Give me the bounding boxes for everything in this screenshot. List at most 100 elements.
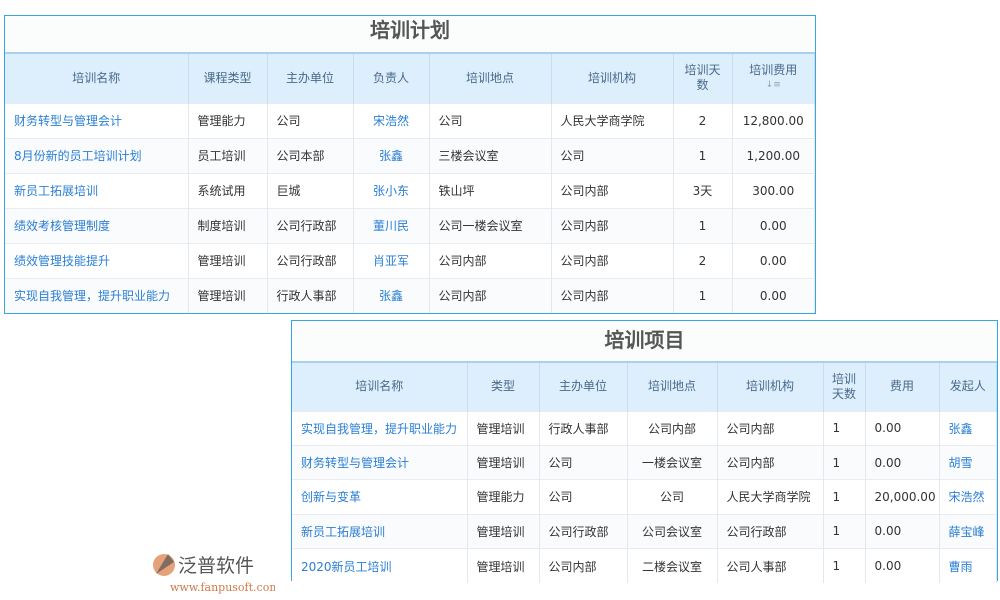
column-header[interactable]: 主办单位 — [539, 361, 628, 411]
table-cell: 1 — [823, 513, 866, 549]
column-header[interactable]: 培训地点 — [627, 361, 718, 411]
column-header[interactable]: 培训名称 — [292, 361, 468, 411]
table-cell: 1 — [673, 137, 733, 173]
table-cell: 系统试用 — [188, 172, 268, 208]
column-header-label: 费用 — [889, 379, 914, 394]
table-cell: 公司内部 — [717, 444, 824, 480]
sort-icon[interactable]: ↓≡ — [765, 80, 781, 91]
column-header[interactable]: 培训天数 — [823, 361, 866, 411]
column-header[interactable]: 主办单位 — [267, 52, 354, 103]
column-header-label: 培训地点 — [465, 70, 514, 85]
watermark-brand: 泛普软件 — [178, 555, 254, 577]
cell-link[interactable]: 肖亚军 — [353, 242, 430, 278]
table-row[interactable]: 创新与变革 管理能力 公司 公司 人民大学商学院 1 20,000.00 宋浩然 — [292, 479, 997, 515]
table-cell: 0.00 — [865, 513, 940, 549]
table-row[interactable]: 实现自我管理，提升职业能力 管理培训 行政人事部 张鑫 公司内部 公司内部 1 0.00 — [5, 277, 815, 313]
table-cell: 行政人事部 — [539, 410, 628, 446]
cell-link[interactable]: 薛宝峰 — [939, 513, 997, 549]
table-cell: 管理培训 — [188, 242, 268, 278]
table-row[interactable]: 财务转型与管理会计 管理能力 公司 宋浩然 公司 人民大学商学院 2 12,800.00 — [5, 102, 815, 138]
table-cell: 公司 — [551, 137, 674, 173]
cell-link[interactable]: 张鑫 — [353, 137, 430, 173]
table-cell: 1,200.00 — [732, 137, 815, 173]
cell-link[interactable]: 绩效考核管理制度 — [5, 207, 189, 243]
cell-link[interactable]: 张小东 — [353, 172, 430, 208]
table-cell: 三楼会议室 — [429, 137, 552, 173]
cell-link[interactable]: 新员工拓展培训 — [5, 172, 189, 208]
table-cell: 公司内部 — [551, 207, 674, 243]
table-cell: 管理能力 — [188, 102, 268, 138]
table-cell: 300.00 — [732, 172, 815, 208]
cell-link[interactable]: 绩效管理技能提升 — [5, 242, 189, 278]
cell-link[interactable]: 胡雪 — [939, 444, 997, 480]
cell-link[interactable]: 张鑫 — [353, 277, 430, 313]
panel-title: 培训计划 — [370, 18, 450, 42]
column-header-label: 培训机构 — [587, 70, 636, 85]
column-header[interactable]: 类型 — [467, 361, 540, 411]
training-plan-panel: 培训计划 培训名称 课程类型 主办单位 负责人 培训地点 培训机构 培训天数 培训费用 ↓≡ 财… — [4, 15, 816, 314]
table-row[interactable]: 新员工拓展培训 管理培训 公司行政部 公司会议室 公司行政部 1 0.00 薛宝峰 — [292, 513, 997, 549]
table-row[interactable]: 绩效考核管理制度 制度培训 公司行政部 董川民 公司一楼会议室 公司内部 1 0.00 — [5, 207, 815, 243]
cell-link[interactable]: 实现自我管理，提升职业能力 — [5, 277, 189, 313]
training-plan-table: 培训名称 课程类型 主办单位 负责人 培训地点 培训机构 培训天数 培训费用 ↓≡ 财务转型与管… — [5, 52, 815, 313]
table-cell: 公司 — [539, 444, 628, 480]
column-header-label: 培训机构 — [745, 379, 794, 394]
table-cell: 0.00 — [865, 444, 940, 480]
column-header[interactable]: 课程类型 — [188, 52, 268, 103]
table-row[interactable]: 财务转型与管理会计 管理培训 公司 一楼会议室 公司内部 1 0.00 胡雪 — [292, 444, 997, 480]
table-cell: 1 — [673, 277, 733, 313]
column-header[interactable]: 发起人 — [939, 361, 997, 411]
table-cell: 管理培训 — [188, 277, 268, 313]
watermark-url: www.fanpusoft.com — [170, 581, 275, 594]
column-header[interactable]: 培训机构 — [551, 52, 674, 103]
table-cell: 公司内部 — [717, 410, 824, 446]
column-header[interactable]: 培训机构 — [717, 361, 824, 411]
column-header[interactable]: 费用 — [865, 361, 940, 411]
table-cell: 公司 — [539, 479, 628, 515]
cell-link[interactable]: 曹雨 — [939, 548, 997, 583]
table-cell: 行政人事部 — [267, 277, 354, 313]
column-header-label: 课程类型 — [203, 70, 252, 85]
fanpusoft-watermark-logo: 泛普软件 www.fanpusoft.com — [153, 554, 275, 594]
column-header-label: 培训天数 — [684, 63, 721, 93]
cell-link[interactable]: 宋浩然 — [939, 479, 997, 515]
table-row[interactable]: 8月份新的员工培训计划 员工培训 公司本部 张鑫 三楼会议室 公司 1 1,200.00 — [5, 137, 815, 173]
table-cell: 管理培训 — [467, 548, 540, 583]
table-cell: 1 — [823, 444, 866, 480]
table-row[interactable]: 新员工拓展培训 系统试用 巨城 张小东 铁山坪 公司内部 3天 300.00 — [5, 172, 815, 208]
table-cell: 公司内部 — [551, 172, 674, 208]
table-cell: 一楼会议室 — [627, 444, 718, 480]
column-header-label: 培训费用 — [749, 63, 798, 78]
cell-link[interactable]: 宋浩然 — [353, 102, 430, 138]
column-header[interactable]: 培训名称 — [5, 52, 189, 103]
column-header-label: 负责人 — [372, 70, 409, 85]
table-cell: 公司内部 — [551, 277, 674, 313]
column-header[interactable]: 培训天数 — [673, 52, 733, 103]
table-row[interactable]: 2020新员工培训 管理培训 公司内部 二楼会议室 公司人事部 1 0.00 曹雨 — [292, 548, 997, 583]
column-header[interactable]: 培训地点 — [429, 52, 552, 103]
table-row[interactable]: 实现自我管理，提升职业能力 管理培训 行政人事部 公司内部 公司内部 1 0.00 张鑫 — [292, 410, 997, 446]
table-cell: 1 — [673, 207, 733, 243]
cell-link[interactable]: 张鑫 — [939, 410, 997, 446]
column-header-label: 培训名称 — [72, 70, 121, 85]
cell-link[interactable]: 2020新员工培训 — [292, 548, 468, 583]
cell-link[interactable]: 创新与变革 — [292, 479, 468, 515]
column-header[interactable]: 负责人 — [353, 52, 430, 103]
column-header[interactable]: 培训费用 ↓≡ — [732, 52, 815, 103]
table-cell: 员工培训 — [188, 137, 268, 173]
table-cell: 0.00 — [732, 277, 815, 313]
table-cell: 人民大学商学院 — [551, 102, 674, 138]
column-header-label: 类型 — [490, 379, 515, 394]
column-header-label: 培训天数 — [831, 371, 856, 401]
cell-link[interactable]: 8月份新的员工培训计划 — [5, 137, 189, 173]
cell-link[interactable]: 新员工拓展培训 — [292, 513, 468, 549]
cell-link[interactable]: 董川民 — [353, 207, 430, 243]
cell-link[interactable]: 财务转型与管理会计 — [5, 102, 189, 138]
table-row[interactable]: 绩效管理技能提升 管理培训 公司行政部 肖亚军 公司内部 公司内部 2 0.00 — [5, 242, 815, 278]
cell-link[interactable]: 财务转型与管理会计 — [292, 444, 468, 480]
table-cell: 二楼会议室 — [627, 548, 718, 583]
cell-link[interactable]: 实现自我管理，提升职业能力 — [292, 410, 468, 446]
column-header-label: 培训地点 — [647, 379, 696, 394]
column-header-label: 主办单位 — [285, 70, 334, 85]
table-cell: 2 — [673, 242, 733, 278]
